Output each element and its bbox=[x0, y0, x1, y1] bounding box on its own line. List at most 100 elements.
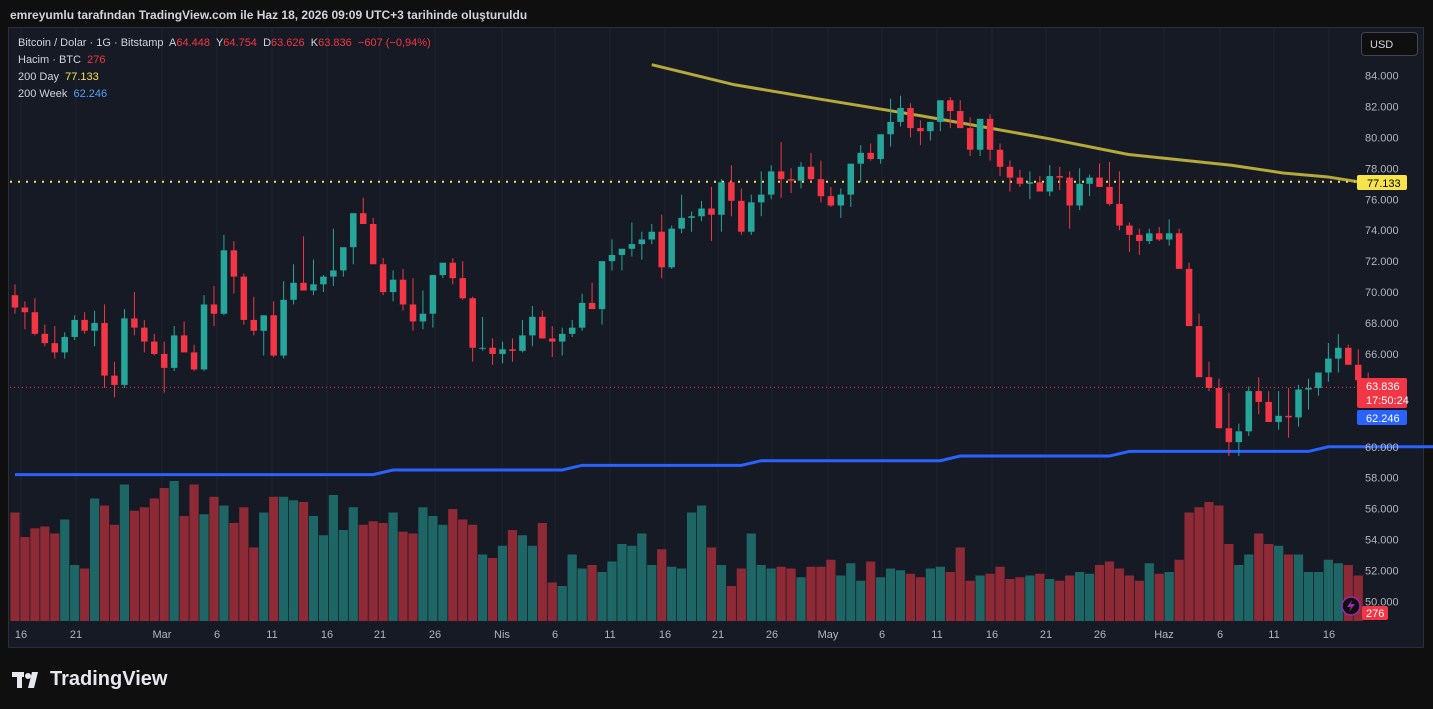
x-axis-tick-label: 26 bbox=[766, 629, 778, 641]
candle-body bbox=[947, 100, 954, 112]
volume-bar bbox=[1114, 568, 1125, 621]
candle-body bbox=[738, 200, 745, 232]
volume-bar bbox=[995, 566, 1005, 621]
volume-bar bbox=[358, 524, 368, 621]
volume-bar bbox=[259, 512, 269, 621]
volume-bar bbox=[736, 568, 746, 621]
volume-bar bbox=[478, 554, 488, 621]
volume-bar bbox=[1264, 544, 1274, 621]
volume-bar bbox=[826, 559, 836, 621]
legend-ma200d-value: 77.133 bbox=[65, 71, 99, 83]
volume-bar bbox=[746, 533, 756, 621]
volume-bar bbox=[955, 547, 965, 621]
legend-low-value: 63.626 bbox=[271, 37, 305, 49]
volume-bar bbox=[706, 547, 717, 621]
candle-body bbox=[817, 179, 825, 197]
legend-ma200w-row[interactable]: 200 Week 62.246 bbox=[18, 86, 431, 103]
ma-200-week-line bbox=[14, 445, 1433, 477]
candle-body bbox=[439, 262, 447, 276]
legend-close-value: 63.836 bbox=[318, 37, 352, 49]
volume-bar bbox=[975, 575, 985, 621]
candle-body bbox=[887, 121, 894, 135]
volume-bar bbox=[239, 507, 249, 621]
volume-bar bbox=[1353, 575, 1363, 621]
candle-body bbox=[638, 239, 646, 245]
candle-body bbox=[608, 254, 616, 262]
volume-bar bbox=[189, 484, 199, 621]
volume-bar bbox=[368, 521, 378, 621]
candle-body bbox=[41, 333, 49, 344]
candle-body bbox=[1325, 358, 1332, 373]
candle-body bbox=[81, 319, 88, 331]
x-axis-tick-label: 21 bbox=[374, 629, 386, 641]
candle-body bbox=[1195, 326, 1203, 378]
legend-ma200w-value: 62.246 bbox=[73, 88, 108, 100]
candle-body bbox=[757, 194, 765, 203]
candle-body bbox=[1006, 166, 1014, 178]
candle-body bbox=[966, 128, 974, 150]
candle-body bbox=[1265, 401, 1272, 423]
candle-body bbox=[71, 319, 78, 337]
volume-bar bbox=[1134, 580, 1144, 621]
legend-volume-row[interactable]: Hacim · BTC 276 bbox=[18, 52, 431, 69]
candle-body bbox=[409, 304, 417, 322]
candle-body bbox=[379, 264, 387, 293]
candle-body bbox=[847, 163, 855, 195]
volume-bar bbox=[756, 565, 766, 621]
header-caption: emreyumlu tarafından TradingView.com ile… bbox=[10, 8, 528, 22]
volume-bar bbox=[925, 568, 935, 621]
candle-body bbox=[61, 336, 68, 353]
candle-body bbox=[1255, 391, 1262, 402]
candle-body bbox=[1146, 233, 1153, 242]
volume-bar bbox=[1343, 565, 1353, 621]
volume-bar bbox=[448, 509, 458, 621]
candle-body bbox=[31, 312, 39, 334]
volume-bar bbox=[647, 565, 657, 621]
candle-body bbox=[509, 349, 516, 351]
legend-ma200d-row[interactable]: 200 Day 77.133 bbox=[18, 69, 431, 86]
volume-bar bbox=[806, 566, 816, 621]
candle-body bbox=[1136, 234, 1143, 242]
candle-body bbox=[877, 134, 884, 160]
volume-bar bbox=[527, 545, 537, 621]
candle-body bbox=[160, 353, 168, 368]
volume-bar bbox=[10, 512, 20, 621]
x-axis-tick-label: 11 bbox=[604, 629, 615, 641]
candle-body bbox=[389, 279, 397, 293]
candle-body bbox=[499, 349, 506, 354]
volume-bar bbox=[836, 575, 846, 621]
volume-bar bbox=[885, 568, 896, 621]
candle-body bbox=[668, 228, 675, 268]
candle-body bbox=[1345, 347, 1352, 365]
volume-bar bbox=[915, 577, 926, 621]
currency-button[interactable]: USD bbox=[1361, 32, 1418, 56]
volume-bar bbox=[846, 563, 856, 621]
volume-bar bbox=[945, 572, 955, 621]
volume-bar bbox=[1323, 559, 1333, 621]
header-bar: emreyumlu tarafından TradingView.com ile… bbox=[0, 0, 1433, 28]
volume-bar bbox=[318, 535, 329, 621]
candle-body bbox=[718, 182, 725, 215]
candle-body bbox=[350, 213, 357, 248]
volume-bar bbox=[1214, 505, 1224, 621]
volume-bar bbox=[667, 566, 677, 621]
volume-bar bbox=[1005, 579, 1015, 621]
y-axis-tick-label: 52.000 bbox=[1365, 566, 1399, 578]
volume-bar bbox=[487, 558, 498, 621]
x-axis-tick-label: 26 bbox=[429, 629, 441, 641]
candle-body bbox=[1026, 182, 1034, 184]
candle-body bbox=[578, 302, 586, 328]
candle-body bbox=[1165, 233, 1173, 240]
ma200d-price-label: 77.133 bbox=[1367, 178, 1401, 190]
candle-body bbox=[787, 179, 795, 181]
candle-body bbox=[598, 261, 606, 310]
volume-bar bbox=[109, 524, 120, 621]
y-axis-tick-label: 76.000 bbox=[1365, 194, 1399, 206]
candle-body bbox=[588, 302, 596, 310]
candle-body bbox=[867, 152, 874, 160]
lightning-bolt-icon bbox=[1347, 600, 1355, 612]
candle-body bbox=[210, 304, 218, 314]
last-price-tag-bg bbox=[1357, 378, 1407, 408]
candle-body bbox=[698, 208, 705, 217]
